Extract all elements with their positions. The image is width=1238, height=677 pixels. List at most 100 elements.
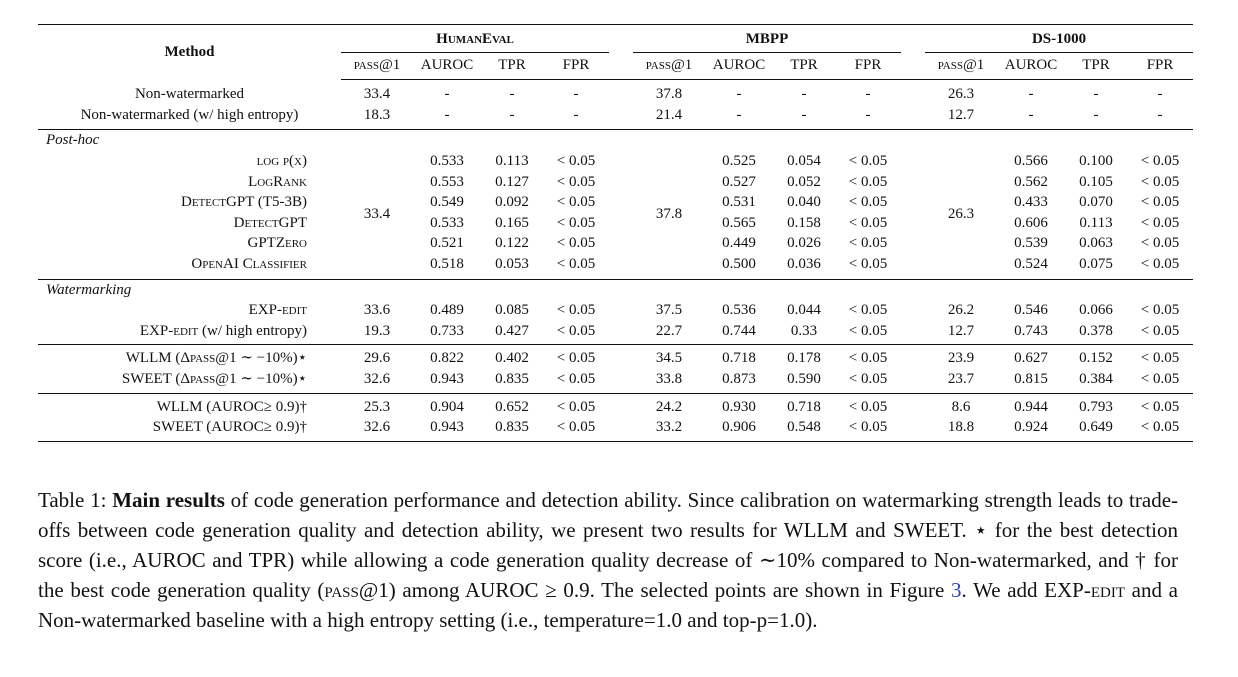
table-cell: < 0.05 <box>556 235 596 252</box>
column-header: FPR <box>543 52 610 81</box>
table-cell: < 0.05 <box>848 173 888 190</box>
dataset-header-mbpp: MBPP <box>633 24 902 53</box>
table-cell: 0.158 <box>787 214 821 231</box>
table-cell: 25.3 <box>341 392 413 418</box>
table-cell: - <box>1093 86 1099 103</box>
caption-text-2: . We add EXP-edit and a Non-watermarked … <box>38 578 1178 632</box>
group-label-row: Watermarking <box>38 278 1194 301</box>
table-cell: - <box>736 106 742 123</box>
table-row: OpenAI Classifier 0.518 0.053 < 0.05 0.500 0.… <box>38 254 1193 279</box>
table-cell: 0.627 <box>997 344 1066 369</box>
table-row: GPTZero 0.521 0.122 < 0.05 0.449 0.026 < 0.05 0… <box>38 233 1193 254</box>
table-cell: 0.054 <box>787 152 821 169</box>
table-cell: < 0.05 <box>543 392 610 418</box>
table-cell: 0.566 <box>1014 152 1048 169</box>
method-name: WLLM (Δpass@1 ∼ −10%)⋆ <box>38 344 341 369</box>
table-row: WLLM (AUROC≥ 0.9)† 25.3 0.904 0.652 < 0.05 24… <box>38 392 1194 418</box>
method-header: Method <box>38 23 341 80</box>
table-cell: < 0.05 <box>835 417 902 442</box>
table-cell: 0.092 <box>495 194 529 211</box>
table-cell: 0.105 <box>1079 173 1113 190</box>
table-cell: 0.924 <box>997 417 1066 442</box>
table-cell: < 0.05 <box>835 392 902 418</box>
table-cell: 33.2 <box>633 417 706 442</box>
column-header: AUROC <box>413 52 481 81</box>
method-name: GPTZero <box>247 235 308 252</box>
table-cell: < 0.05 <box>1140 173 1180 190</box>
table-cell: 0.533 <box>430 214 464 231</box>
table-cell: 0.036 <box>787 255 821 272</box>
table-row: DetectGPT 0.533 0.165 < 0.05 0.565 0.158 < 0.0… <box>38 213 1193 234</box>
figure-link[interactable]: 3 <box>951 578 962 602</box>
table-cell: 0.044 <box>787 302 821 319</box>
table-cell: 18.3 <box>363 106 391 123</box>
table-cell: 0.944 <box>997 392 1066 418</box>
table-cell: < 0.05 <box>1140 255 1180 272</box>
table-cell: 23.7 <box>947 370 975 387</box>
dataset-header-humaneval: HumanEval <box>341 24 610 53</box>
pass1-cell: 26.3 <box>947 206 975 223</box>
table-cell: 0.33 <box>790 322 818 339</box>
table-cell: < 0.05 <box>1140 302 1180 319</box>
table-cell: 0.433 <box>1014 194 1048 211</box>
table-cell: 0.384 <box>1079 370 1113 387</box>
table-cell: 0.063 <box>1079 235 1113 252</box>
table-cell: 33.4 <box>363 86 391 103</box>
column-header: AUROC <box>997 52 1066 81</box>
table-cell: < 0.05 <box>848 194 888 211</box>
pass1-cell: 33.4 <box>363 206 391 223</box>
table-cell: 33.6 <box>363 302 391 319</box>
column-header: TPR <box>773 52 836 81</box>
column-header: pass@1 <box>341 52 413 81</box>
table-caption: Table 1: Main results of code generation… <box>38 485 1178 635</box>
table-row: WLLM (Δpass@1 ∼ −10%)⋆ 29.6 0.822 0.402 < 0.… <box>38 344 1194 369</box>
method-name: EXP-edit <box>248 302 307 319</box>
table-cell: - <box>1157 106 1163 123</box>
column-header: FPR <box>835 52 902 81</box>
table-cell: < 0.05 <box>556 214 596 231</box>
table-cell: < 0.05 <box>848 152 888 169</box>
column-header: FPR <box>1127 52 1194 81</box>
table-row: log p(x) 33.4 0.533 0.113 < 0.05 37.8 0.525 0.0… <box>38 151 1193 222</box>
table-cell: - <box>573 86 579 103</box>
table-cell: - <box>509 106 515 123</box>
table-cell: 0.553 <box>430 173 464 190</box>
table-cell: 0.565 <box>722 214 756 231</box>
table-cell: 0.427 <box>495 322 529 339</box>
column-header: TPR <box>481 52 543 81</box>
method-name: OpenAI Classifier <box>191 255 307 272</box>
table-cell: 0.525 <box>722 152 756 169</box>
table-cell: 0.085 <box>495 302 529 319</box>
table-cell: 0.835 <box>495 370 529 387</box>
table-cell: 0.500 <box>722 255 756 272</box>
table-cell: < 0.05 <box>556 255 596 272</box>
table-cell: < 0.05 <box>556 152 596 169</box>
table-cell: 19.3 <box>363 322 391 339</box>
table-cell: - <box>801 106 807 123</box>
table-cell: < 0.05 <box>556 302 596 319</box>
table-cell: 0.549 <box>430 194 464 211</box>
table-cell: 21.4 <box>655 106 683 123</box>
table-cell: 0.066 <box>1079 302 1113 319</box>
table-cell: 0.178 <box>773 344 836 369</box>
method-name: SWEET (Δpass@1 ∼ −10%)⋆ <box>121 370 307 387</box>
table-cell: - <box>1028 86 1034 103</box>
table-cell: 0.743 <box>1014 322 1048 339</box>
table-cell: 0.127 <box>495 173 529 190</box>
table-cell: 0.718 <box>773 392 836 418</box>
method-name: WLLM (AUROC≥ 0.9)† <box>38 392 341 418</box>
table-cell: < 0.05 <box>1127 344 1194 369</box>
table-cell: 0.521 <box>430 235 464 252</box>
table-cell: 0.835 <box>481 417 543 442</box>
table-cell: 0.152 <box>1065 344 1128 369</box>
table-cell: - <box>801 86 807 103</box>
group-label-posthoc: Post-hoc <box>38 129 341 151</box>
table-cell: < 0.05 <box>848 214 888 231</box>
table-cell: 18.8 <box>925 417 998 442</box>
table-cell: 0.718 <box>705 344 774 369</box>
column-header: AUROC <box>705 52 774 81</box>
table-row: SWEET (AUROC≥ 0.9)† 32.6 0.943 0.835 < 0.05 3… <box>38 417 1194 442</box>
table-cell: 0.113 <box>1079 214 1113 231</box>
table-cell: 0.906 <box>705 417 774 442</box>
table-cell: 0.378 <box>1079 322 1113 339</box>
